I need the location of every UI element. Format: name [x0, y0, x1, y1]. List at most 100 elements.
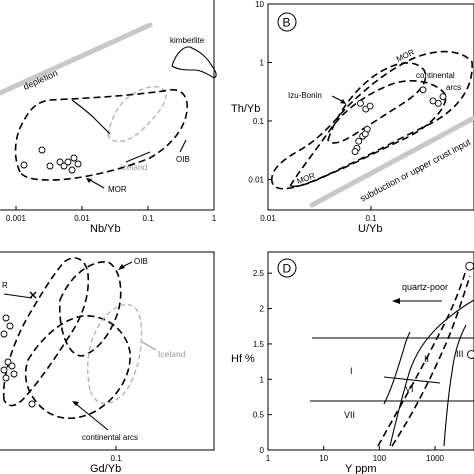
- panel-d-y-label: Hf %: [231, 353, 255, 365]
- data-point: [434, 99, 442, 107]
- panel-b-badge: B: [277, 12, 297, 32]
- panel-d-badge: D: [277, 258, 297, 278]
- oib-field-a: [14, 89, 188, 181]
- panel-d-points: [465, 261, 474, 359]
- kimberlite-field: [171, 46, 217, 79]
- panel-c: 0.1 Gd/Yb R OIB Iceland continental arcs: [0, 251, 215, 474]
- data-point: [465, 261, 474, 271]
- data-point: [366, 102, 374, 110]
- panel-c-field-left: [2, 257, 90, 407]
- data-point: [6, 322, 14, 330]
- quartz-dashed-1: [377, 269, 467, 447]
- x-tick-label: 10: [319, 454, 328, 463]
- iceland-label-a: Iceland: [120, 162, 148, 172]
- field-label-iii: III: [456, 349, 464, 359]
- field-boundary-3: [443, 324, 467, 447]
- panel-b-x-label: U/Yb: [358, 223, 382, 235]
- panel-c-axes: [0, 251, 215, 451]
- continental-arcs-label-b-1: continental: [416, 71, 455, 80]
- data-point: [56, 158, 64, 166]
- panel-a-points: [20, 146, 82, 174]
- panel-d-x-label: Y ppm: [345, 463, 377, 474]
- panel-c-star-marker: [29, 291, 37, 299]
- panel-a: 0.001 0.01 0.1 1 Nb/Yb depletion kimberlite…: [0, 0, 217, 235]
- data-point: [20, 161, 28, 169]
- panel-b-y-label: Th/Yb: [231, 103, 260, 115]
- panel-c-x-label: Gd/Yb: [90, 463, 121, 474]
- y-tick-label: 0.5: [253, 411, 265, 420]
- panel-c-points: [0, 314, 36, 408]
- field-label-ii: II: [424, 354, 429, 364]
- data-point: [28, 400, 36, 408]
- depletion-band: [0, 22, 153, 96]
- data-point: [439, 93, 447, 101]
- x-tick-label: 0.1: [142, 214, 154, 223]
- continental-arcs-label-c: continental arcs: [82, 433, 138, 442]
- data-point: [467, 350, 474, 359]
- x-tick-label: 0.001: [6, 214, 27, 223]
- izu-bonin-label: Izu-Bonin: [288, 91, 322, 100]
- y-tick-label: 2: [260, 305, 265, 314]
- data-point: [38, 146, 46, 154]
- mor-divider-a: [71, 99, 111, 135]
- panel-c-field-oib: [58, 261, 122, 357]
- panel-a-x-ticks: 0.001 0.01 0.1 1: [6, 206, 217, 223]
- panel-d-axes: [267, 251, 474, 451]
- y-tick-label: 0: [260, 446, 265, 455]
- x-tick-label: 1000: [426, 454, 444, 463]
- quartz-poor-arrowhead: [392, 298, 400, 304]
- data-point: [0, 366, 8, 374]
- mor-arrowhead-a: [86, 178, 92, 183]
- izu-bonin-field: [271, 50, 473, 190]
- data-point: [64, 158, 72, 166]
- data-point: [10, 370, 18, 378]
- iceland-field-a: [107, 86, 167, 143]
- mor-label-a: MOR: [108, 185, 127, 194]
- x-tick-label: 1: [266, 454, 271, 463]
- field-label-vii: VII: [344, 410, 355, 420]
- field-label-vi: VI: [405, 384, 414, 394]
- panel-b-badge-circle: [277, 12, 297, 32]
- x-tick-label: 0.1: [365, 214, 377, 223]
- data-point: [2, 314, 10, 322]
- data-point: [4, 358, 12, 366]
- field-label-i: I: [350, 366, 353, 376]
- kimberlite-label: kimberlite: [170, 36, 205, 45]
- continental-arcs-arrow-c: [75, 403, 109, 431]
- oib-label-c: OIB: [134, 257, 148, 266]
- oib-arrowhead-c: [118, 264, 125, 270]
- data-point: [2, 374, 10, 382]
- panel-a-x-label: Nb/Yb: [90, 223, 121, 235]
- data-point: [60, 162, 68, 170]
- panel-d: 1 10 100 1000 0 0.5 1 1.5 2 2.5 Y ppm Hf % D quar…: [231, 251, 474, 474]
- subduction-band: [309, 115, 474, 208]
- field-boundary-4: [383, 376, 441, 384]
- x-tick-label: 1: [212, 214, 217, 223]
- y-tick-label: 0.1: [253, 117, 265, 126]
- continental-arcs-arrowhead-c: [72, 401, 79, 406]
- quartz-dashed-2: [391, 275, 471, 447]
- panel-b-badge-letter: B: [283, 16, 291, 30]
- data-point: [46, 162, 54, 170]
- data-point: [419, 86, 427, 94]
- oib-label-a: OIB: [176, 155, 190, 164]
- iceland-label-c: Iceland: [158, 349, 186, 359]
- panel-c-r-label: R: [2, 281, 8, 290]
- panel-c-r-leader: [3, 293, 33, 299]
- y-tick-label: 1: [260, 58, 265, 67]
- continental-arcs-label-b-2: arcs: [446, 83, 461, 92]
- panel-d-badge-letter: D: [283, 262, 292, 276]
- x-tick-label: 0.01: [260, 214, 276, 223]
- panel-b-points: [351, 86, 447, 155]
- oib-arrow-a: [179, 139, 187, 153]
- panel-d-ticks: 1 10 100 1000 0 0.5 1 1.5 2 2.5: [253, 269, 445, 463]
- x-tick-label: 0.01: [74, 214, 90, 223]
- depletion-label: depletion: [22, 68, 59, 92]
- data-point: [74, 160, 82, 168]
- iceland-arrow-a: [125, 151, 151, 163]
- iceland-field-c: [87, 303, 143, 404]
- izu-bonin-arrowhead: [340, 99, 346, 104]
- panel-c-x-ticks: 0.1: [110, 446, 122, 463]
